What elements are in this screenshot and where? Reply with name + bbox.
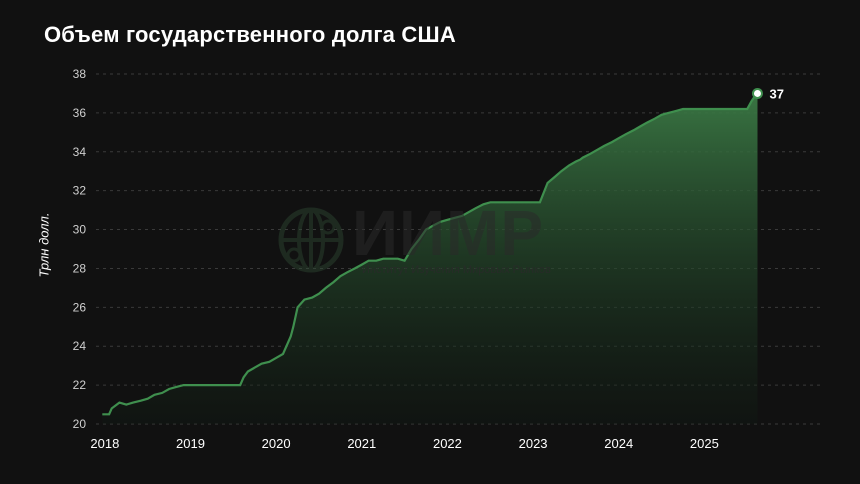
end-point	[751, 87, 763, 99]
y-tick-label: 36	[73, 106, 87, 120]
watermark-logo-icon	[276, 205, 346, 280]
y-tick-label: 38	[73, 67, 87, 81]
x-tick-labels: 2018 2019 2020 2021 2022 2023 2024 2025	[90, 436, 718, 451]
end-value-label: 37	[769, 86, 783, 101]
chart-title: Объем государственного долга США	[44, 22, 456, 47]
y-axis-label: Трлн долл.	[36, 212, 52, 278]
y-tick-label: 26	[73, 300, 87, 314]
y-tick-label: 28	[73, 261, 87, 275]
watermark-name: ИИМР	[352, 197, 544, 269]
x-tick-label: 2019	[176, 436, 205, 451]
x-tick-label: 2023	[519, 436, 548, 451]
y-tick-labels: 20 22 24 26 28 30 32 34 36 38	[73, 67, 87, 431]
debt-area	[102, 93, 758, 425]
x-tick-label: 2025	[690, 436, 719, 451]
y-tick-label: 20	[73, 417, 87, 431]
x-tick-label: 2024	[604, 436, 633, 451]
x-tick-label: 2018	[90, 436, 119, 451]
x-tick-label: 2021	[347, 436, 376, 451]
end-marker: 37	[751, 86, 784, 101]
y-tick-label: 34	[73, 145, 87, 159]
watermark-subtitle: Институт Изучения Мировых Рынков	[362, 264, 551, 276]
x-tick-label: 2020	[262, 436, 291, 451]
debt-line	[102, 92, 759, 416]
y-tick-label: 22	[73, 378, 87, 392]
y-tick-label: 30	[73, 223, 87, 237]
x-tick-label: 2022	[433, 436, 462, 451]
y-tick-label: 32	[73, 184, 87, 198]
y-tick-label: 24	[73, 339, 87, 353]
